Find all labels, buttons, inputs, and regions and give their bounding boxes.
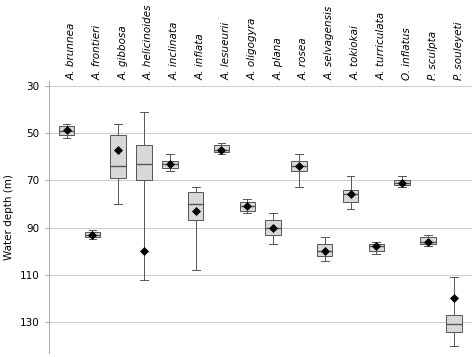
Y-axis label: Water depth (m): Water depth (m) <box>4 174 14 260</box>
PathPatch shape <box>59 126 74 135</box>
PathPatch shape <box>188 192 203 221</box>
PathPatch shape <box>317 244 332 256</box>
PathPatch shape <box>239 202 255 211</box>
PathPatch shape <box>343 190 358 202</box>
PathPatch shape <box>291 161 307 171</box>
PathPatch shape <box>395 180 410 185</box>
PathPatch shape <box>110 135 126 178</box>
PathPatch shape <box>265 221 281 235</box>
PathPatch shape <box>420 237 436 244</box>
PathPatch shape <box>446 315 462 332</box>
PathPatch shape <box>85 232 100 237</box>
PathPatch shape <box>162 161 178 169</box>
PathPatch shape <box>368 244 384 251</box>
PathPatch shape <box>214 145 229 152</box>
PathPatch shape <box>136 145 152 180</box>
